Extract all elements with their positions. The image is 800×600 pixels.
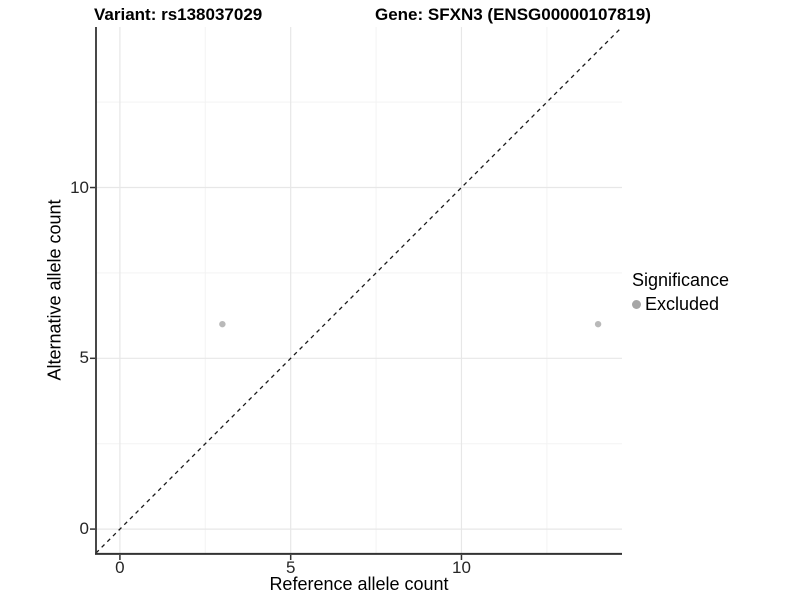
data-point — [219, 320, 226, 328]
plot-title-gene: Gene: SFXN3 (ENSG00000107819) — [375, 5, 651, 24]
x-tick-label: 0 — [115, 558, 125, 577]
legend: Significance Excluded — [632, 270, 729, 315]
x-tick-label: 5 — [285, 558, 296, 577]
plot-title-variant: Variant: rs138037029 — [94, 5, 263, 24]
identity-dashed-line — [95, 26, 623, 554]
legend-title: Significance — [632, 270, 730, 290]
y-tick-label: 5 — [79, 348, 89, 368]
y-tick-label: 0 — [79, 519, 89, 539]
y-tick-label: 10 — [70, 177, 89, 197]
legend-item-label: Excluded — [645, 294, 720, 314]
x-axis-title: Reference allele count — [269, 574, 449, 594]
legend-item-excluded: Excluded — [632, 294, 729, 315]
x-tick-label: 10 — [451, 558, 471, 577]
data-point — [594, 320, 602, 328]
legend-point-icon — [632, 300, 641, 309]
